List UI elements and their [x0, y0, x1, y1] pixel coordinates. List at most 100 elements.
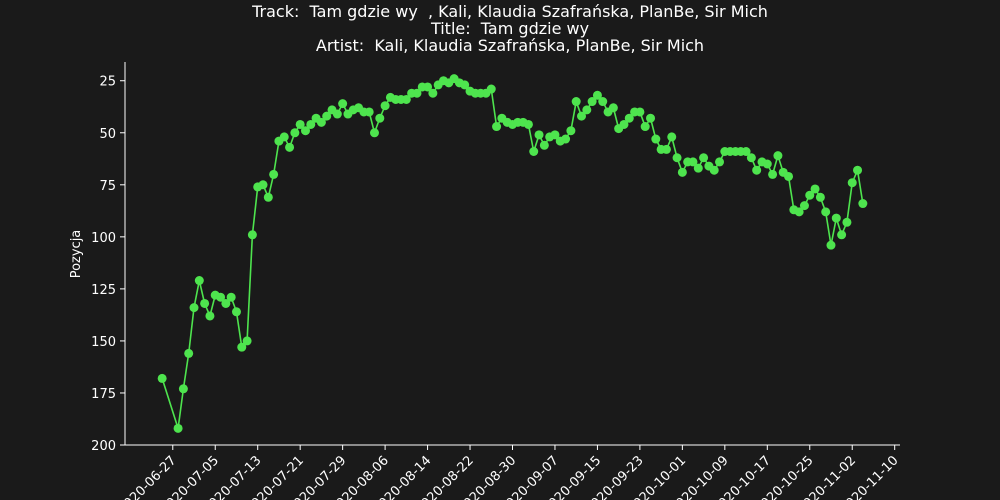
data-point	[216, 292, 226, 302]
y-tick-label: 200	[91, 439, 116, 454]
data-point	[831, 213, 841, 223]
chart-title: Title: Tam gdzie wy	[430, 19, 589, 38]
data-point	[667, 132, 677, 142]
data-point	[661, 144, 671, 154]
data-point	[492, 122, 502, 132]
y-tick-label: 25	[99, 75, 116, 90]
data-point	[322, 111, 332, 121]
data-point	[306, 119, 316, 129]
data-point	[699, 153, 709, 163]
y-tick-label: 75	[99, 179, 116, 194]
data-point	[375, 113, 385, 123]
y-axis-label: Pozycja	[69, 230, 84, 279]
data-point	[269, 169, 279, 179]
data-point	[226, 292, 236, 302]
data-point	[688, 157, 698, 167]
data-point	[571, 97, 581, 107]
data-point	[205, 311, 215, 321]
data-point	[847, 178, 857, 188]
data-point	[853, 165, 863, 175]
data-point	[523, 119, 533, 129]
data-point	[837, 230, 847, 240]
data-point	[285, 142, 295, 152]
data-point	[534, 130, 544, 140]
data-point	[332, 109, 342, 119]
data-point	[709, 165, 719, 175]
data-point	[316, 117, 326, 127]
data-point	[194, 276, 204, 286]
data-point	[566, 126, 576, 136]
data-point	[810, 184, 820, 194]
data-point	[157, 373, 167, 383]
data-point	[677, 167, 687, 177]
data-point	[338, 99, 348, 109]
data-point	[608, 103, 618, 113]
data-point	[364, 107, 374, 117]
data-point	[858, 199, 868, 209]
data-point	[401, 94, 411, 104]
data-point	[173, 423, 183, 433]
data-point	[550, 130, 560, 140]
data-point	[300, 126, 310, 136]
data-point	[741, 147, 751, 157]
data-point	[231, 307, 241, 317]
data-point	[423, 82, 433, 92]
data-point	[672, 153, 682, 163]
data-point	[746, 153, 756, 163]
y-tick-label: 50	[99, 127, 116, 142]
data-point	[587, 97, 597, 107]
data-point	[577, 111, 587, 121]
data-point	[258, 180, 268, 190]
data-point	[279, 132, 289, 142]
data-point	[635, 107, 645, 117]
data-point	[842, 217, 852, 227]
data-point	[821, 207, 831, 217]
chart-title: Track: Tam gdzie wy , Kali, Klaudia Szaf…	[251, 2, 768, 21]
data-point	[592, 90, 602, 100]
data-point	[784, 171, 794, 181]
data-point	[295, 119, 305, 129]
data-point	[826, 240, 836, 250]
data-point	[221, 298, 231, 308]
data-point	[815, 192, 825, 202]
data-point	[189, 303, 199, 313]
data-point	[412, 88, 422, 98]
data-point	[805, 190, 815, 200]
data-point	[561, 134, 571, 144]
data-point	[380, 101, 390, 111]
data-point	[237, 342, 247, 352]
data-point	[799, 201, 809, 211]
data-point	[693, 163, 703, 173]
data-point	[752, 165, 762, 175]
data-point	[200, 298, 210, 308]
chart-title: Artist: Kali, Klaudia Szafrańska, PlanBe…	[316, 36, 704, 55]
data-point	[624, 113, 634, 123]
data-point	[184, 348, 194, 358]
data-point	[762, 159, 772, 169]
y-tick-label: 125	[91, 283, 116, 298]
y-tick-label: 150	[91, 335, 116, 350]
data-point	[619, 119, 629, 129]
data-point	[486, 84, 496, 94]
data-point	[640, 122, 650, 132]
data-point	[651, 134, 661, 144]
data-point	[178, 384, 188, 394]
data-point	[290, 128, 300, 138]
data-point	[582, 105, 592, 115]
data-point	[247, 230, 257, 240]
data-point	[428, 88, 438, 98]
data-point	[715, 157, 725, 167]
data-point	[768, 169, 778, 179]
data-point	[369, 128, 379, 138]
data-point	[646, 113, 656, 123]
data-point	[460, 80, 470, 90]
y-tick-label: 175	[91, 387, 116, 402]
data-point	[794, 207, 804, 217]
y-tick-label: 100	[91, 231, 116, 246]
data-point	[598, 97, 608, 107]
data-point	[539, 140, 549, 150]
data-point	[242, 336, 252, 346]
data-point	[263, 192, 273, 202]
